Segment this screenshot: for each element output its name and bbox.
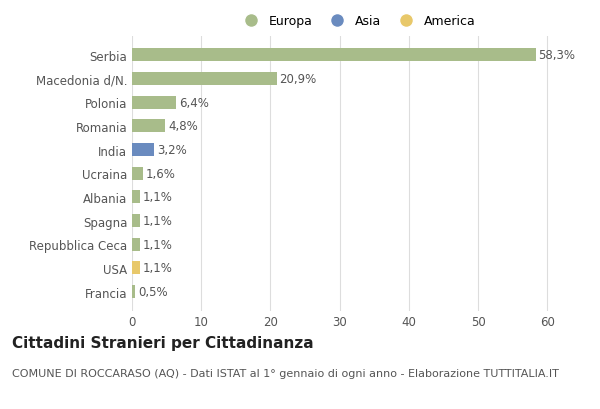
- Legend: Europa, Asia, America: Europa, Asia, America: [233, 10, 481, 33]
- Text: 58,3%: 58,3%: [538, 49, 575, 62]
- Text: 1,1%: 1,1%: [142, 191, 172, 204]
- Bar: [132, 238, 140, 251]
- Bar: [132, 285, 136, 299]
- Bar: [132, 167, 143, 180]
- Text: 1,1%: 1,1%: [142, 215, 172, 227]
- Bar: [132, 262, 140, 275]
- Bar: [132, 49, 536, 62]
- Text: COMUNE DI ROCCARASO (AQ) - Dati ISTAT al 1° gennaio di ogni anno - Elaborazione : COMUNE DI ROCCARASO (AQ) - Dati ISTAT al…: [12, 368, 559, 378]
- Text: Cittadini Stranieri per Cittadinanza: Cittadini Stranieri per Cittadinanza: [12, 335, 314, 351]
- Bar: [132, 191, 140, 204]
- Text: 3,2%: 3,2%: [157, 144, 187, 157]
- Text: 1,1%: 1,1%: [142, 238, 172, 251]
- Text: 6,4%: 6,4%: [179, 97, 209, 110]
- Text: 20,9%: 20,9%: [280, 73, 317, 86]
- Bar: [132, 97, 176, 110]
- Bar: [132, 73, 277, 86]
- Bar: [132, 144, 154, 157]
- Text: 4,8%: 4,8%: [168, 120, 198, 133]
- Text: 1,6%: 1,6%: [146, 167, 176, 180]
- Text: 0,5%: 0,5%: [138, 285, 168, 299]
- Text: 1,1%: 1,1%: [142, 262, 172, 275]
- Bar: [132, 120, 165, 133]
- Bar: [132, 215, 140, 227]
